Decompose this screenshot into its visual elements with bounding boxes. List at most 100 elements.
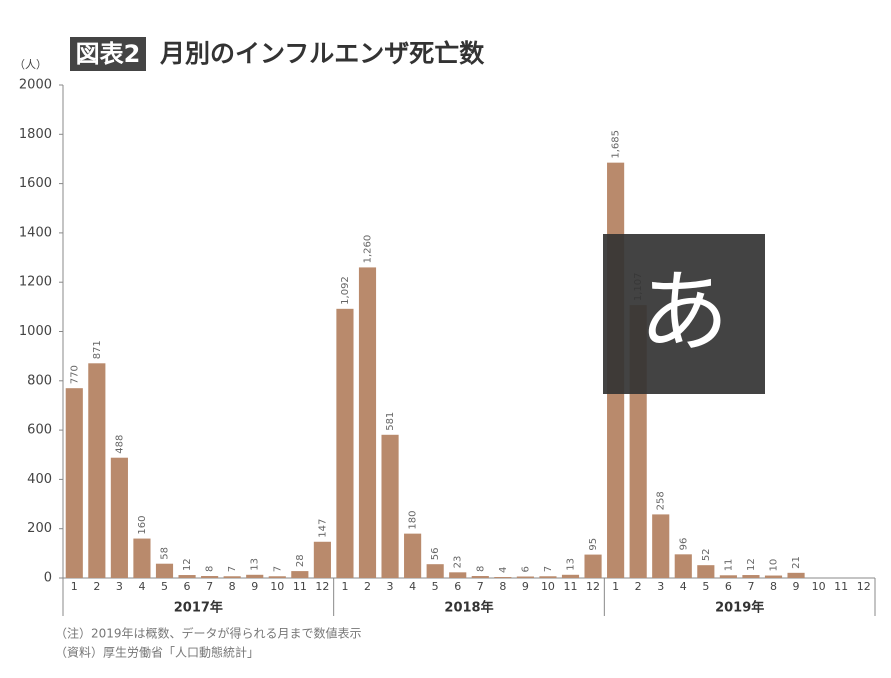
value-label: 52 (701, 548, 712, 561)
x-tick-label: 9 (251, 580, 258, 593)
y-tick-label: 400 (27, 472, 52, 487)
bar (719, 575, 737, 578)
value-label: 160 (137, 515, 148, 534)
x-tick-label: 2 (635, 580, 642, 593)
x-tick-label: 4 (138, 580, 145, 593)
value-label: 1,685 (611, 130, 622, 159)
x-tick-label: 9 (522, 580, 529, 593)
value-label: 770 (69, 365, 80, 384)
x-tick-label: 7 (206, 580, 213, 593)
x-tick-label: 5 (432, 580, 439, 593)
ime-indicator: あ (639, 260, 729, 365)
bar (336, 308, 354, 578)
value-label: 871 (92, 340, 103, 359)
bar (133, 538, 151, 578)
group-label: 2018年 (444, 600, 493, 616)
value-label: 4 (498, 567, 509, 573)
bar (584, 554, 602, 578)
value-label: 147 (317, 519, 328, 538)
chart-title: 月別のインフルエンザ死亡数 (159, 39, 485, 68)
bar (223, 576, 241, 578)
bar (110, 457, 128, 578)
x-tick-label: 1 (71, 580, 78, 593)
x-tick-label: 1 (612, 580, 619, 593)
y-tick-label: 200 (27, 521, 52, 536)
bar (65, 388, 83, 578)
value-label: 13 (566, 558, 577, 571)
y-tick-label: 600 (27, 423, 52, 438)
bar (516, 576, 534, 578)
x-tick-label: 9 (793, 580, 800, 593)
bar (539, 576, 557, 578)
value-label: 1,260 (363, 235, 374, 264)
x-tick-label: 4 (409, 580, 416, 593)
x-tick-label: 10 (812, 580, 826, 593)
value-label: 581 (385, 412, 396, 431)
bar (787, 572, 805, 578)
value-label: 258 (656, 491, 667, 510)
value-label: 21 (791, 556, 802, 569)
value-label: 12 (182, 558, 193, 571)
x-tick-label: 3 (116, 580, 123, 593)
y-tick-label: 0 (44, 571, 52, 586)
value-label: 7 (272, 566, 283, 572)
x-tick-label: 12 (857, 580, 871, 593)
bar (178, 575, 196, 578)
bar (268, 576, 286, 578)
y-tick-label: 800 (27, 373, 52, 388)
bar (313, 541, 331, 578)
bar (449, 572, 467, 578)
note: （注）2019年は概数、データが得られる月まで数値表示 (55, 626, 362, 641)
bar (358, 267, 377, 578)
group-label: 2017年 (174, 600, 223, 616)
value-label: 58 (160, 547, 171, 560)
value-label: 23 (453, 556, 464, 569)
x-tick-label: 2 (93, 580, 100, 593)
x-tick-label: 6 (725, 580, 732, 593)
bar (426, 564, 444, 578)
x-tick-label: 7 (477, 580, 484, 593)
ime-overlay (603, 234, 765, 394)
y-tick-label: 1200 (19, 275, 52, 290)
bar (674, 554, 692, 578)
group-label: 2019年 (715, 600, 764, 616)
value-label: 7 (227, 566, 238, 572)
value-label: 8 (205, 566, 216, 572)
note: （資料）厚生労働省「人口動態統計」 (55, 645, 259, 660)
bar (494, 577, 512, 578)
x-tick-label: 10 (541, 580, 555, 593)
x-tick-label: 8 (770, 580, 777, 593)
value-label: 10 (769, 559, 780, 572)
bar (201, 576, 219, 578)
value-label: 488 (114, 435, 125, 454)
bar (471, 576, 489, 578)
bar (697, 565, 715, 578)
value-label: 95 (588, 538, 599, 551)
value-label: 6 (520, 566, 531, 572)
y-tick-label: 1600 (19, 176, 52, 191)
x-tick-label: 5 (702, 580, 709, 593)
x-tick-label: 11 (293, 580, 307, 593)
value-label: 96 (678, 538, 689, 551)
x-tick-label: 6 (454, 580, 461, 593)
x-tick-label: 5 (161, 580, 168, 593)
bar (246, 574, 264, 578)
value-label: 12 (746, 558, 757, 571)
value-label: 8 (475, 566, 486, 572)
bar (88, 363, 106, 578)
bar (155, 563, 174, 578)
y-tick-label: 1400 (19, 225, 52, 240)
value-label: 1,092 (340, 276, 351, 305)
x-tick-label: 6 (184, 580, 191, 593)
bar (381, 434, 399, 578)
value-label: 13 (250, 558, 261, 571)
bar (764, 575, 783, 578)
y-tick-label: 1800 (19, 127, 52, 142)
x-tick-label: 8 (499, 580, 506, 593)
bar (742, 575, 760, 578)
bar (652, 514, 670, 578)
x-tick-label: 4 (680, 580, 687, 593)
y-tick-label: 2000 (19, 78, 52, 93)
value-label: 56 (430, 547, 441, 560)
